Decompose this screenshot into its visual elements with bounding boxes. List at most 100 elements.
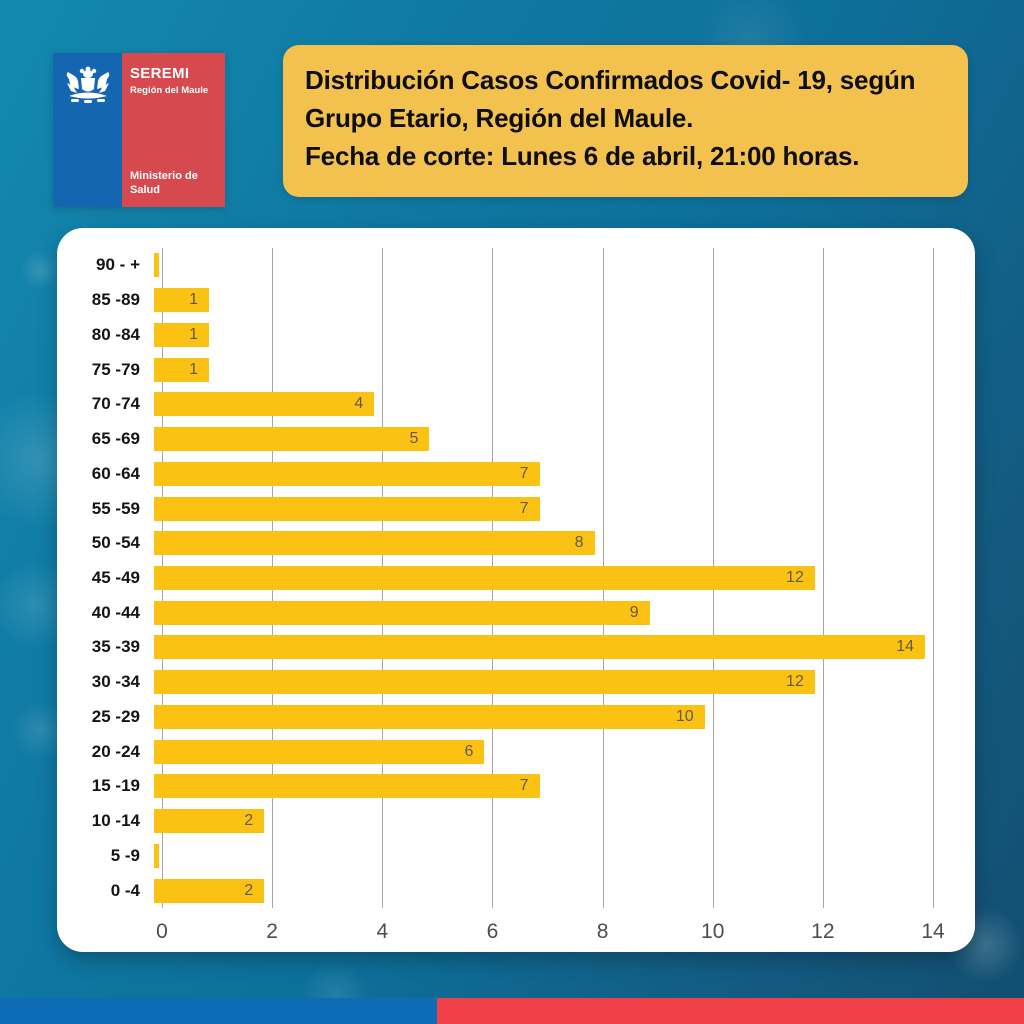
title-line-3: Fecha de corte: Lunes 6 de abril, 21:00 … [305, 141, 860, 171]
title-line-1: Distribución Casos Confirmados Covid- 19… [305, 65, 916, 95]
chart-row: 10 -14 2 [57, 804, 933, 839]
x-tick-label: 8 [596, 920, 609, 943]
bar [154, 843, 159, 868]
bar-track: 14 [154, 635, 925, 660]
x-tick-label: 2 [266, 920, 278, 943]
bar: 7 [154, 774, 540, 799]
chart-title-box: Distribución Casos Confirmados Covid- 19… [283, 45, 968, 197]
bar: 7 [154, 496, 540, 521]
chart-row: 50 -54 8 [57, 526, 933, 561]
bar-value-label: 1 [189, 325, 199, 343]
category-label: 90 - + [96, 255, 140, 275]
x-tick-label: 12 [811, 920, 835, 943]
x-tick-label: 14 [921, 920, 945, 943]
bar-value-label: 4 [354, 395, 364, 413]
chart-row: 65 -69 5 [57, 422, 933, 457]
category-label: 15 -19 [91, 776, 140, 796]
chart-row: 35 -39 14 [57, 630, 933, 665]
bar: 14 [154, 635, 925, 660]
bar-track: 7 [154, 496, 925, 521]
bar: 4 [154, 392, 375, 417]
bar-value-label: 5 [409, 430, 419, 448]
bar-track: 7 [154, 774, 925, 799]
chile-coat-of-arms-icon [61, 65, 115, 114]
chart-row: 25 -29 10 [57, 700, 933, 735]
chart-row: 75 -79 1 [57, 352, 933, 387]
bar: 6 [154, 739, 485, 764]
category-label: 30 -34 [91, 672, 140, 692]
category-label: 60 -64 [91, 463, 140, 483]
ministry-logo: SEREMI Región del Maule Ministerio de Sa… [53, 53, 225, 207]
bar: 2 [154, 809, 265, 834]
chart-row: 85 -89 1 [57, 283, 933, 318]
bar: 9 [154, 600, 650, 625]
logo-ministry-line1: Ministerio de [130, 170, 198, 182]
category-label: 10 -14 [91, 811, 140, 831]
logo-red-panel: SEREMI Región del Maule Ministerio de Sa… [122, 53, 225, 207]
gridline [933, 248, 934, 908]
bar-value-label: 2 [244, 881, 254, 899]
bar-track: 8 [154, 531, 925, 556]
bar-value-label: 9 [629, 603, 639, 621]
category-label: 20 -24 [91, 741, 140, 761]
logo-ministry-line2: Salud [130, 184, 160, 196]
footer-stripe-red [437, 998, 1024, 1024]
bar: 7 [154, 461, 540, 486]
x-tick-label: 0 [156, 920, 168, 943]
x-tick-label: 10 [701, 920, 725, 943]
bar-track: 12 [154, 670, 925, 695]
x-axis: 0 2 4 6 8 10 12 14 [156, 920, 945, 950]
bar-value-label: 14 [896, 638, 914, 656]
bar-track: 5 [154, 427, 925, 452]
bar-value-label: 7 [519, 499, 529, 517]
bar-value-label: 6 [464, 742, 474, 760]
chart-row: 30 -34 12 [57, 665, 933, 700]
logo-seremi-text: SEREMI [130, 65, 190, 82]
chart-row: 70 -74 4 [57, 387, 933, 422]
logo-region-text: Región del Maule [130, 85, 209, 96]
logo-ministry-text: Ministerio de Salud [130, 169, 198, 197]
bar [154, 253, 159, 278]
chart-row: 0 -4 2 [57, 873, 933, 908]
bar-track: 12 [154, 565, 925, 590]
chart-card: 90 - + 85 -89 1 80 -84 1 75 -79 1 70 -74 4 65 -69… [57, 228, 975, 952]
category-label: 0 -4 [110, 880, 140, 900]
bar-value-label: 1 [189, 360, 199, 378]
chart-row: 40 -44 9 [57, 595, 933, 630]
bar: 8 [154, 531, 595, 556]
category-label: 25 -29 [91, 706, 140, 726]
bar: 2 [154, 878, 265, 903]
bokeh-decoration [20, 250, 60, 290]
category-label: 70 -74 [91, 394, 140, 414]
chart-rows: 90 - + 85 -89 1 80 -84 1 75 -79 1 70 -74 4 65 -69… [57, 248, 933, 908]
bar-chart: 90 - + 85 -89 1 80 -84 1 75 -79 1 70 -74 4 65 -69… [57, 248, 975, 908]
logo-blue-panel [53, 53, 122, 207]
bar-value-label: 2 [244, 812, 254, 830]
bar: 1 [154, 322, 210, 347]
category-label: 55 -59 [91, 498, 140, 518]
bar-track: 1 [154, 322, 925, 347]
bar-value-label: 7 [519, 777, 529, 795]
category-label: 5 -9 [110, 845, 140, 865]
bar: 1 [154, 357, 210, 382]
bar-track [154, 253, 925, 278]
title-line-2: Grupo Etario, Región del Maule. [305, 103, 694, 133]
category-label: 85 -89 [91, 290, 140, 310]
chart-row: 60 -64 7 [57, 456, 933, 491]
bar: 1 [154, 288, 210, 313]
bar-track: 1 [154, 288, 925, 313]
bar: 5 [154, 427, 430, 452]
bar-track: 6 [154, 739, 925, 764]
category-label: 80 -84 [91, 324, 140, 344]
bar-track: 2 [154, 809, 925, 834]
bar-value-label: 1 [189, 291, 199, 309]
category-label: 75 -79 [91, 359, 140, 379]
gridline [822, 248, 824, 908]
chart-row: 5 -9 [57, 838, 933, 873]
category-label: 40 -44 [91, 602, 140, 622]
category-label: 50 -54 [91, 533, 140, 553]
category-label: 45 -49 [91, 567, 140, 587]
x-tick-label: 6 [486, 920, 499, 943]
chart-row: 80 -84 1 [57, 317, 933, 352]
